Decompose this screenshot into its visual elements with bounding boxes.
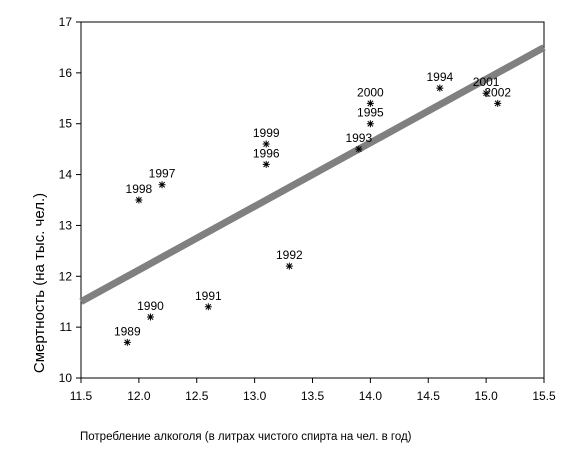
asterisk-marker xyxy=(285,262,293,270)
asterisk-marker xyxy=(436,84,444,92)
point-label: 1991 xyxy=(195,289,222,303)
data-point: 1995 xyxy=(357,106,384,128)
asterisk-marker xyxy=(204,303,212,311)
data-point: 1992 xyxy=(276,248,303,270)
asterisk-marker xyxy=(158,181,166,189)
point-label: 1996 xyxy=(253,146,280,160)
x-tick-label: 14.0 xyxy=(359,389,383,403)
x-tick-label: 15.5 xyxy=(532,389,556,403)
y-tick-label: 14 xyxy=(59,168,73,182)
data-point: 1989 xyxy=(114,324,141,346)
point-label: 2001 xyxy=(473,75,500,89)
data-point: 2002 xyxy=(484,85,511,107)
y-tick-label: 13 xyxy=(59,218,73,232)
asterisk-marker xyxy=(366,120,374,128)
trend-line-layer xyxy=(79,44,546,305)
x-tick-label: 12.0 xyxy=(127,389,151,403)
x-axis-label: Потребление алкоголя (в литрах чистого с… xyxy=(80,431,412,443)
asterisk-marker xyxy=(146,313,154,321)
y-tick-label: 11 xyxy=(60,320,73,334)
asterisk-marker xyxy=(366,99,374,107)
point-label: 1997 xyxy=(149,167,176,181)
data-point: 1990 xyxy=(137,299,164,321)
point-label: 1995 xyxy=(357,106,384,120)
asterisk-marker xyxy=(355,145,363,153)
x-tick-label: 15.0 xyxy=(474,389,498,403)
y-tick-label: 16 xyxy=(59,66,73,80)
asterisk-marker xyxy=(262,140,270,148)
data-point: 1996 xyxy=(253,146,280,168)
x-tick-label: 14.5 xyxy=(417,389,441,403)
asterisk-marker xyxy=(482,89,490,97)
asterisk-marker xyxy=(494,99,502,107)
point-label: 1994 xyxy=(426,70,453,84)
y-axis-label: Смертность (на тыс. чел.) xyxy=(31,193,48,373)
x-tick-label: 13.5 xyxy=(301,389,325,403)
point-label: 2002 xyxy=(484,85,511,99)
y-axis-ticks: 10 11 12 13 14 15 16 17 xyxy=(59,15,81,385)
points-layer: 1989 1990 1991 1992 1993 1994 1995 1996 19971998… xyxy=(114,70,511,346)
point-label: 1992 xyxy=(276,248,303,262)
data-point: 1994 xyxy=(426,70,453,92)
data-point: 2001 xyxy=(473,75,500,97)
point-label: 1990 xyxy=(137,299,164,313)
x-tick-label: 11.5 xyxy=(70,389,93,403)
asterisk-marker xyxy=(123,338,131,346)
x-tick-label: 12.5 xyxy=(185,389,209,403)
data-point: 1999 xyxy=(253,126,280,148)
asterisk-marker xyxy=(262,160,270,168)
data-point: 1997 xyxy=(149,167,176,189)
y-tick-label: 10 xyxy=(59,371,73,385)
point-label: 1998 xyxy=(126,182,153,196)
y-tick-label: 12 xyxy=(59,269,73,283)
asterisk-marker xyxy=(135,196,143,204)
point-label: 1999 xyxy=(253,126,280,140)
data-point: 2000 xyxy=(357,85,384,107)
data-point: 1998 xyxy=(126,182,153,204)
trend-line xyxy=(79,44,546,305)
x-tick-label: 13.0 xyxy=(243,389,267,403)
data-point: 1993 xyxy=(345,131,372,153)
y-tick-label: 15 xyxy=(59,117,73,131)
y-tick-label: 17 xyxy=(59,15,73,29)
point-label: 1993 xyxy=(345,131,372,145)
data-point: 1991 xyxy=(195,289,222,311)
point-label: 2000 xyxy=(357,85,384,99)
point-label: 1989 xyxy=(114,324,141,338)
x-axis-ticks: 11.5 12.0 12.5 13.0 13.5 14.0 14.5 15.0 15.5 xyxy=(70,378,556,403)
